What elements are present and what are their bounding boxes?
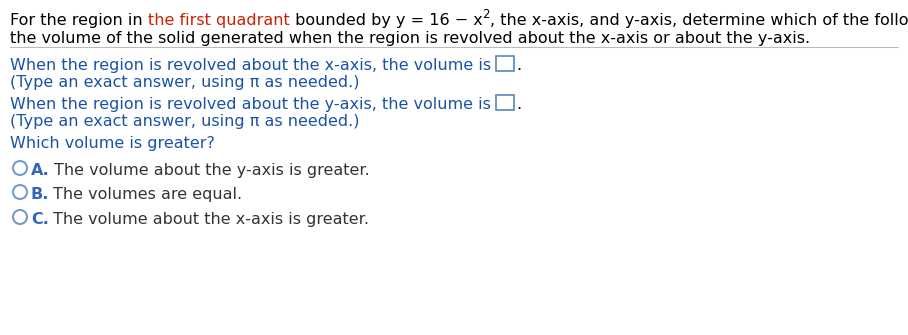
Bar xyxy=(496,95,514,110)
Text: B.: B. xyxy=(31,187,49,202)
Text: , the x-axis, and y-axis, determine which of the following is greater:: , the x-axis, and y-axis, determine whic… xyxy=(489,13,908,28)
Text: A.: A. xyxy=(31,163,50,178)
Text: When the region is revolved about the x-axis, the volume is: When the region is revolved about the x-… xyxy=(10,58,497,73)
Text: (Type an exact answer, using π as needed.): (Type an exact answer, using π as needed… xyxy=(10,114,360,129)
Text: When the region is revolved about the y-axis, the volume is: When the region is revolved about the y-… xyxy=(10,97,496,112)
Text: the first quadrant: the first quadrant xyxy=(148,13,290,28)
Text: 2: 2 xyxy=(482,8,489,21)
Text: The volume about the y-axis is greater.: The volume about the y-axis is greater. xyxy=(54,163,370,178)
Text: The volumes are equal.: The volumes are equal. xyxy=(54,187,242,202)
Text: For the region in: For the region in xyxy=(10,13,148,28)
Text: the volume of the solid generated when the region is revolved about the x-axis o: the volume of the solid generated when t… xyxy=(10,31,810,46)
Text: C.: C. xyxy=(31,212,49,227)
Text: Which volume is greater?: Which volume is greater? xyxy=(10,136,215,151)
Text: bounded by y = 16 − x: bounded by y = 16 − x xyxy=(290,13,482,28)
Text: (Type an exact answer, using π as needed.): (Type an exact answer, using π as needed… xyxy=(10,75,360,90)
Text: The volume about the x-axis is greater.: The volume about the x-axis is greater. xyxy=(53,212,369,227)
Text: .: . xyxy=(516,97,521,112)
Bar xyxy=(497,56,514,71)
Text: .: . xyxy=(517,58,521,73)
